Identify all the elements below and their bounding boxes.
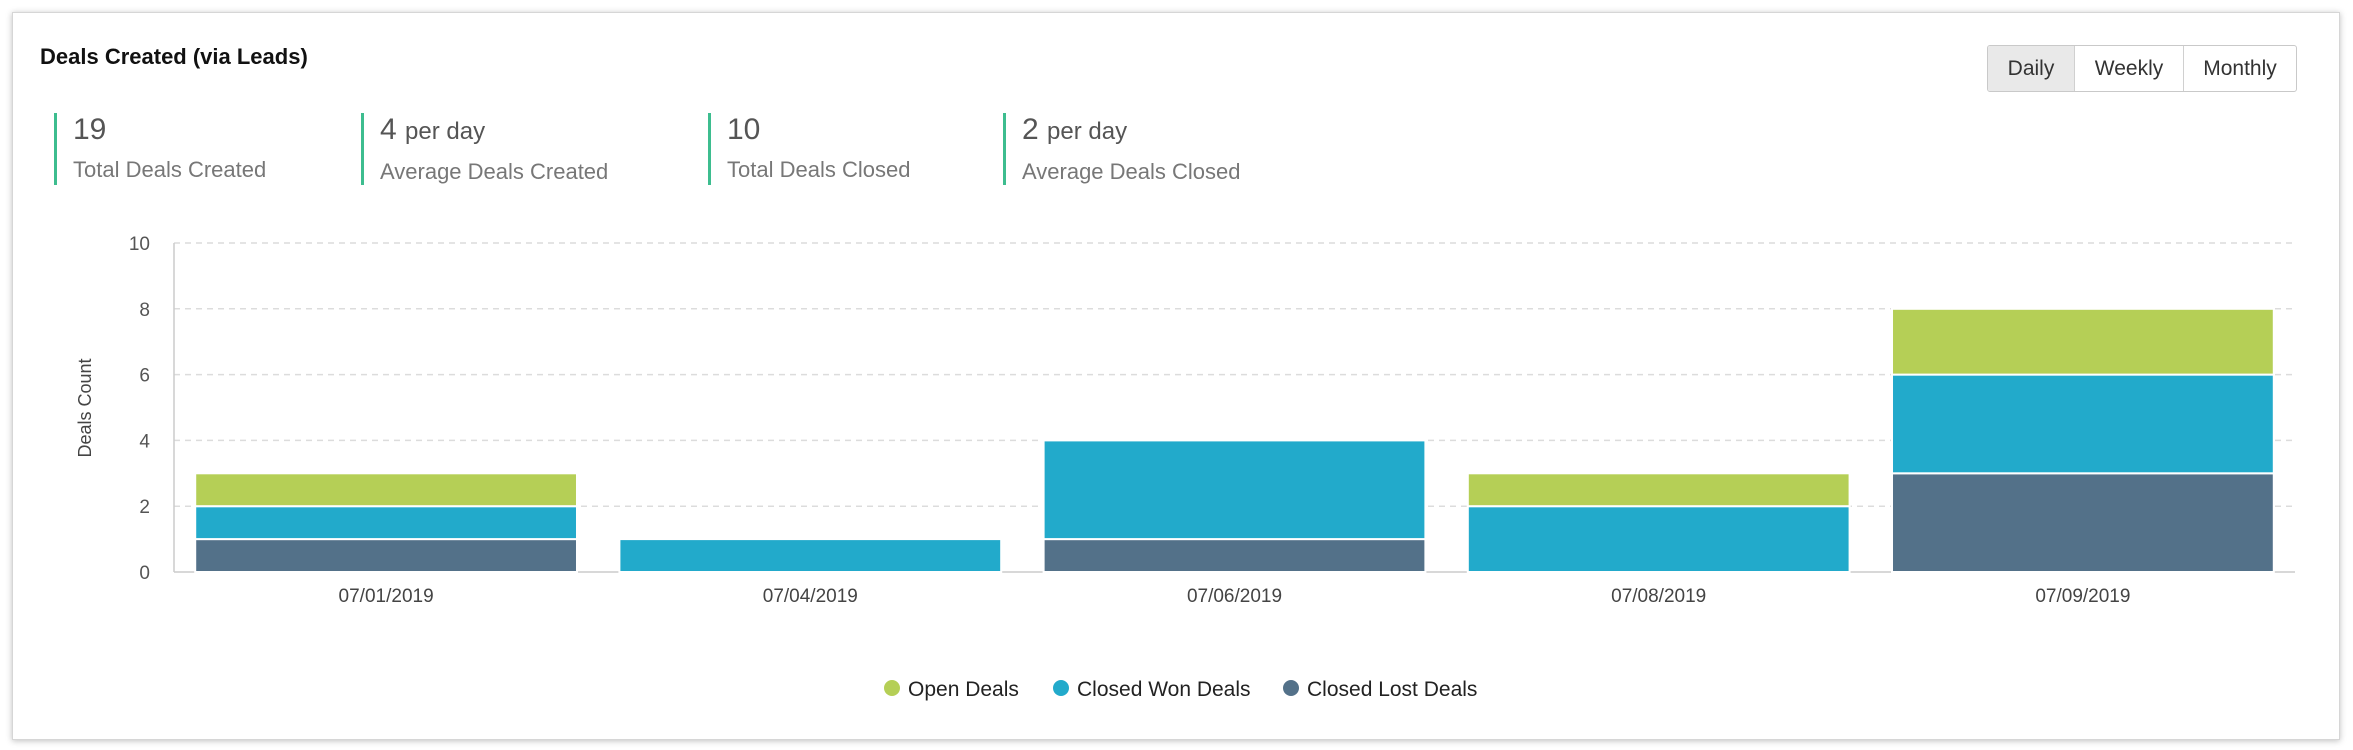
legend-marker [1283, 680, 1299, 696]
y-tick-label: 4 [139, 431, 150, 452]
bar-segment-closed-won-deals [1042, 439, 1427, 541]
bar-segment-closed-won-deals [1466, 505, 1851, 574]
kpi-label: Total Deals Closed [727, 157, 911, 182]
kpi-label: Average Deals Closed [1022, 159, 1241, 184]
x-tick-label: 07/04/2019 [763, 586, 858, 607]
bar-segment-closed-won-deals [1891, 373, 2275, 475]
bar-segment-closed-lost-deals [1042, 538, 1427, 573]
bar-segment-open-deals [194, 472, 578, 508]
legend-marker [1053, 680, 1069, 696]
kpi-unit: per day [405, 118, 486, 145]
legend-label: Open Deals [908, 678, 1019, 701]
bar-segment-closed-won-deals [618, 538, 1003, 573]
period-monthly-button[interactable]: Monthly [2183, 46, 2296, 91]
legend-marker [884, 680, 900, 696]
bar-segment-closed-lost-deals [194, 538, 578, 573]
y-tick-label: 8 [139, 300, 150, 321]
chart-title: Deals Created (via Leads) [40, 44, 308, 69]
kpi-value: 2 [1022, 113, 1039, 146]
kpi-label: Total Deals Created [73, 157, 267, 182]
kpi-value: 10 [727, 113, 761, 146]
kpi-value: 4 [380, 113, 397, 146]
bar-segment-closed-won-deals [194, 505, 578, 541]
y-axis-title: Deals Count [75, 358, 95, 457]
x-tick-label: 07/01/2019 [339, 586, 434, 607]
bar-segment-closed-lost-deals [1891, 472, 2275, 573]
kpi-label: Average Deals Created [380, 159, 609, 184]
period-weekly-button[interactable]: Weekly [2074, 46, 2183, 91]
kpi-total-deals-closed: 10 Total Deals Closed [708, 113, 910, 185]
y-tick-label: 0 [139, 563, 150, 584]
x-tick-label: 07/09/2019 [2035, 586, 2130, 607]
legend-label: Closed Won Deals [1077, 678, 1251, 701]
x-tick-label: 07/08/2019 [1611, 586, 1706, 607]
period-toggle: Daily Weekly Monthly [1987, 45, 2297, 92]
kpi-total-deals-created: 19 Total Deals Created [54, 113, 266, 185]
y-tick-label: 10 [129, 234, 150, 255]
kpi-average-deals-closed: 2 per day Average Deals Closed [1003, 113, 1241, 185]
x-tick-label: 07/06/2019 [1187, 586, 1282, 607]
bar-segment-open-deals [1466, 472, 1851, 508]
period-daily-button[interactable]: Daily [1988, 46, 2074, 91]
y-tick-label: 6 [139, 366, 150, 387]
legend-label: Closed Lost Deals [1307, 678, 1477, 701]
y-tick-label: 2 [139, 497, 150, 518]
kpi-value: 19 [73, 113, 107, 146]
kpi-average-deals-created: 4 per day Average Deals Created [361, 113, 608, 185]
bar-segment-open-deals [1891, 307, 2275, 376]
kpi-unit: per day [1047, 118, 1128, 145]
